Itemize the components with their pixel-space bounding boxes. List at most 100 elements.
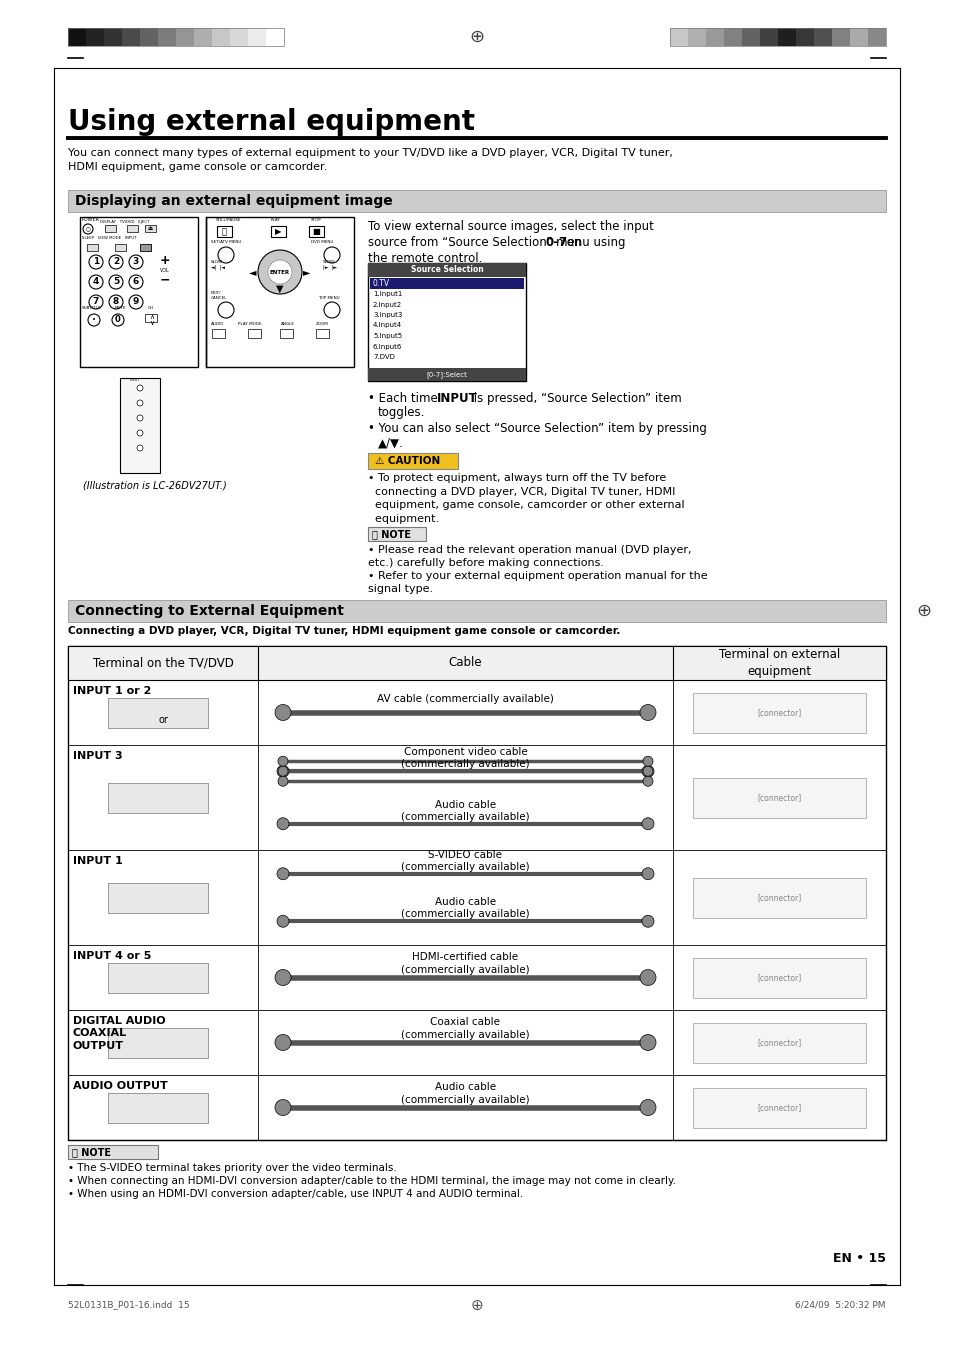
Text: • To protect equipment, always turn off the TV before
  connecting a DVD player,: • To protect equipment, always turn off …: [368, 472, 684, 524]
FancyBboxPatch shape: [127, 225, 138, 232]
Text: • Each time: • Each time: [368, 392, 441, 405]
FancyBboxPatch shape: [692, 957, 865, 998]
FancyBboxPatch shape: [230, 28, 248, 46]
Text: ▶: ▶: [274, 227, 281, 236]
FancyBboxPatch shape: [315, 329, 329, 338]
FancyBboxPatch shape: [158, 28, 175, 46]
Text: toggles.: toggles.: [377, 406, 425, 418]
FancyBboxPatch shape: [145, 225, 156, 232]
FancyBboxPatch shape: [87, 244, 98, 251]
Circle shape: [268, 261, 292, 284]
Circle shape: [89, 296, 103, 309]
Circle shape: [274, 705, 291, 721]
Text: Source Selection: Source Selection: [410, 266, 483, 274]
Text: SLEEP   VIEW MODE   INPUT: SLEEP VIEW MODE INPUT: [82, 236, 136, 240]
FancyBboxPatch shape: [368, 263, 525, 277]
Circle shape: [88, 315, 100, 325]
FancyBboxPatch shape: [368, 369, 525, 381]
FancyBboxPatch shape: [248, 28, 266, 46]
Circle shape: [89, 255, 103, 269]
Text: [connector]: [connector]: [757, 973, 801, 981]
Text: 5.Input5: 5.Input5: [373, 333, 402, 339]
Text: 4.Input4: 4.Input4: [373, 323, 402, 328]
Circle shape: [218, 302, 233, 319]
Text: •: •: [91, 317, 96, 323]
FancyBboxPatch shape: [175, 28, 193, 46]
Text: or: or: [158, 716, 168, 725]
FancyBboxPatch shape: [368, 263, 525, 381]
FancyBboxPatch shape: [705, 28, 723, 46]
FancyBboxPatch shape: [741, 28, 760, 46]
Text: SLOW: SLOW: [211, 261, 223, 265]
FancyBboxPatch shape: [108, 698, 208, 728]
Text: STOP: STOP: [311, 217, 321, 221]
FancyBboxPatch shape: [692, 878, 865, 918]
Text: CH: CH: [148, 306, 153, 310]
Text: S-VIDEO cable
(commercially available): S-VIDEO cable (commercially available): [401, 849, 529, 872]
Text: AV cable (commercially available): AV cable (commercially available): [376, 694, 554, 703]
Circle shape: [639, 705, 656, 721]
FancyBboxPatch shape: [108, 1092, 208, 1122]
Text: 6.Input6: 6.Input6: [373, 343, 402, 350]
FancyBboxPatch shape: [368, 526, 426, 541]
Circle shape: [277, 767, 288, 776]
FancyBboxPatch shape: [309, 225, 324, 238]
Text: 1.Input1: 1.Input1: [373, 292, 402, 297]
Circle shape: [277, 776, 288, 786]
Text: • Refer to your external equipment operation manual for the
signal type.: • Refer to your external equipment opera…: [368, 571, 707, 594]
Text: 1: 1: [92, 258, 99, 266]
Text: −: −: [159, 274, 170, 286]
Text: Ⓝ NOTE: Ⓝ NOTE: [71, 1148, 111, 1157]
FancyBboxPatch shape: [86, 28, 104, 46]
FancyBboxPatch shape: [692, 1022, 865, 1062]
Text: Audio cable
(commercially available): Audio cable (commercially available): [401, 1083, 529, 1104]
Text: You can connect many types of external equipment to your TV/DVD like a DVD playe: You can connect many types of external e…: [68, 148, 672, 171]
Text: DVD MENU: DVD MENU: [311, 240, 333, 244]
Circle shape: [137, 385, 143, 391]
Text: [connector]: [connector]: [757, 1103, 801, 1112]
Circle shape: [129, 296, 143, 309]
Text: • Please read the relevant operation manual (DVD player,
etc.) carefully before : • Please read the relevant operation man…: [368, 545, 691, 568]
FancyBboxPatch shape: [687, 28, 705, 46]
Circle shape: [641, 868, 654, 880]
Text: ⏸: ⏸: [221, 227, 226, 236]
Text: 6: 6: [132, 278, 139, 286]
Text: Connecting to External Equipment: Connecting to External Equipment: [75, 603, 343, 618]
Text: 7: 7: [92, 297, 99, 306]
Text: 4: 4: [92, 278, 99, 286]
FancyBboxPatch shape: [778, 28, 795, 46]
Text: Terminal on the TV/DVD: Terminal on the TV/DVD: [92, 656, 233, 670]
Text: SUBTITLE: SUBTITLE: [82, 306, 101, 310]
Circle shape: [109, 255, 123, 269]
Text: ZOOM: ZOOM: [315, 323, 329, 325]
Text: ▲: ▲: [276, 250, 283, 261]
Text: 6/24/09  5:20:32 PM: 6/24/09 5:20:32 PM: [795, 1300, 885, 1310]
FancyBboxPatch shape: [831, 28, 849, 46]
Text: is pressed, “Source Selection” item: is pressed, “Source Selection” item: [470, 392, 681, 405]
FancyBboxPatch shape: [813, 28, 831, 46]
FancyBboxPatch shape: [248, 329, 261, 338]
Text: ►: ►: [303, 267, 311, 277]
Text: 3: 3: [132, 258, 139, 266]
Text: INPUT: INPUT: [436, 392, 477, 405]
Text: DIGITAL AUDIO
COAXIAL
OUTPUT: DIGITAL AUDIO COAXIAL OUTPUT: [73, 1017, 166, 1050]
FancyBboxPatch shape: [266, 28, 284, 46]
FancyBboxPatch shape: [206, 217, 354, 367]
FancyBboxPatch shape: [669, 28, 687, 46]
Text: +: +: [159, 255, 171, 267]
Text: INPUT 1 or 2: INPUT 1 or 2: [73, 686, 152, 697]
Text: 2.Input2: 2.Input2: [373, 301, 402, 308]
Text: Coaxial cable
(commercially available): Coaxial cable (commercially available): [401, 1018, 529, 1040]
FancyBboxPatch shape: [68, 599, 885, 622]
FancyBboxPatch shape: [68, 647, 885, 1139]
Circle shape: [639, 1034, 656, 1050]
Text: Using external equipment: Using external equipment: [68, 108, 475, 136]
Text: Ⓝ NOTE: Ⓝ NOTE: [372, 529, 411, 539]
Text: 7.DVD: 7.DVD: [373, 354, 395, 360]
Text: INPUT 4 or 5: INPUT 4 or 5: [73, 950, 152, 961]
Text: 5: 5: [112, 278, 119, 286]
Text: ∨: ∨: [150, 320, 154, 325]
FancyBboxPatch shape: [68, 1145, 158, 1160]
Text: 8: 8: [112, 297, 119, 306]
Circle shape: [109, 296, 123, 309]
